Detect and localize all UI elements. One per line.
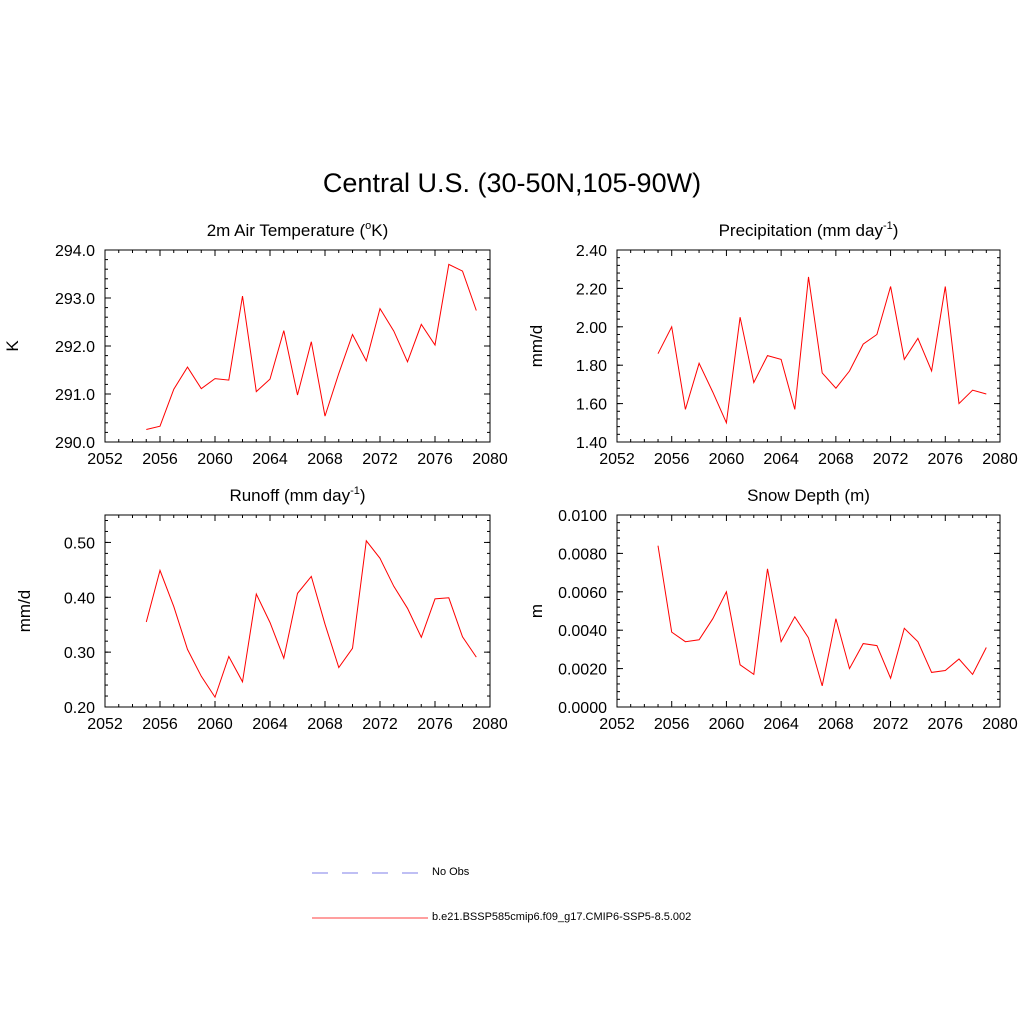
y-tick-label: 2.20 xyxy=(576,281,607,298)
y-tick-label: 0.50 xyxy=(64,535,95,552)
panel-title: Runoff (mm day-1) xyxy=(229,485,365,505)
series-line-runoff xyxy=(145,539,477,699)
x-tick-label: 2056 xyxy=(142,716,178,733)
x-tick-label: 2072 xyxy=(362,716,398,733)
y-tick-label: 0.0060 xyxy=(558,585,607,602)
y-tick-label: 0.0040 xyxy=(558,623,607,640)
x-tick-label: 2056 xyxy=(654,451,690,468)
panel-title: Snow Depth (m) xyxy=(747,486,870,505)
x-tick-label: 2076 xyxy=(417,716,453,733)
y-tick-label: 1.40 xyxy=(576,435,607,452)
x-tick-label: 2052 xyxy=(599,716,635,733)
legend-label-no-obs: No Obs xyxy=(432,866,470,878)
x-tick-label: 2064 xyxy=(252,716,288,733)
x-tick-label: 2072 xyxy=(873,451,909,468)
x-tick-label: 2080 xyxy=(472,451,508,468)
y-tick-label: 0.0000 xyxy=(558,700,607,717)
y-tick-label: 1.80 xyxy=(576,358,607,375)
y-tick-label: 0.20 xyxy=(64,700,95,717)
y-tick-label: 2.00 xyxy=(576,320,607,337)
series-line-precipitation xyxy=(657,276,987,425)
x-tick-label: 2064 xyxy=(252,451,288,468)
y-tick-label: 0.40 xyxy=(64,590,95,607)
x-tick-label: 2072 xyxy=(362,451,398,468)
series-line-temperature xyxy=(146,263,477,430)
y-tick-label: 291.0 xyxy=(55,387,95,404)
x-tick-label: 2056 xyxy=(654,716,690,733)
x-tick-label: 2076 xyxy=(927,716,963,733)
x-tick-label: 2076 xyxy=(927,451,963,468)
y-tick-label: 293.0 xyxy=(55,291,95,308)
panel-title: Precipitation (mm day-1) xyxy=(719,220,899,240)
x-tick-label: 2068 xyxy=(818,716,854,733)
panel-temperature: 2052 2056 2060 2064 2068 2072 2076 2080 290.0 291… xyxy=(3,220,508,468)
x-tick-label: 2052 xyxy=(87,716,123,733)
x-tick-label: 2060 xyxy=(197,451,233,468)
x-tick-label: 2068 xyxy=(307,716,343,733)
y-tick-label: 0.0020 xyxy=(558,662,607,679)
x-tick-label: 2080 xyxy=(982,716,1018,733)
y-tick-label: 1.60 xyxy=(576,397,607,414)
panel-title: 2m Air Temperature (oK) xyxy=(207,220,389,240)
x-tick-label: 2064 xyxy=(763,451,799,468)
x-tick-label: 2068 xyxy=(818,451,854,468)
figure-title: Central U.S. (30-50N,105-90W) xyxy=(322,168,702,198)
plot-frame xyxy=(104,249,491,443)
y-tick-label: 290.0 xyxy=(55,435,95,452)
x-tick-label: 2064 xyxy=(763,716,799,733)
plot-frame xyxy=(616,514,1001,708)
x-tick-label: 2068 xyxy=(307,451,343,468)
x-tick-label: 2060 xyxy=(709,451,745,468)
y-tick-label: 0.30 xyxy=(64,645,95,662)
y-tick-label: 0.0080 xyxy=(558,546,607,563)
y-axis-label: mm/d xyxy=(15,590,34,633)
plot-frame xyxy=(104,514,491,708)
y-axis-label: mm/d xyxy=(527,325,546,368)
panel-precipitation: 2052 2056 2060 2064 2068 2072 2076 2080 1.40 1.60… xyxy=(527,220,1018,468)
panel-runoff: 2052 2056 2060 2064 2068 2072 2076 2080 0.20 0.30… xyxy=(15,485,508,733)
x-tick-label: 2060 xyxy=(197,716,233,733)
x-tick-label: 2052 xyxy=(87,451,123,468)
x-tick-label: 2080 xyxy=(982,451,1018,468)
x-tick-label: 2056 xyxy=(142,451,178,468)
panel-snow-depth: 2052 2056 2060 2064 2068 2072 2076 2080 0.0000 0.… xyxy=(527,486,1018,733)
y-axis-label: m xyxy=(527,604,546,618)
legend-label-model-run: b.e21.BSSP585cmip6.f09_g17.CMIP6-SSP5-8.… xyxy=(432,911,692,923)
y-tick-label: 294.0 xyxy=(55,243,95,260)
series-line-snow-depth xyxy=(657,545,987,687)
y-tick-label: 0.0100 xyxy=(558,508,607,525)
y-axis-label: K xyxy=(3,340,22,352)
x-tick-label: 2060 xyxy=(709,716,745,733)
y-tick-label: 292.0 xyxy=(55,339,95,356)
x-tick-label: 2080 xyxy=(472,716,508,733)
x-tick-label: 2072 xyxy=(873,716,909,733)
y-tick-label: 2.40 xyxy=(576,243,607,260)
x-tick-label: 2052 xyxy=(599,451,635,468)
x-tick-label: 2076 xyxy=(417,451,453,468)
